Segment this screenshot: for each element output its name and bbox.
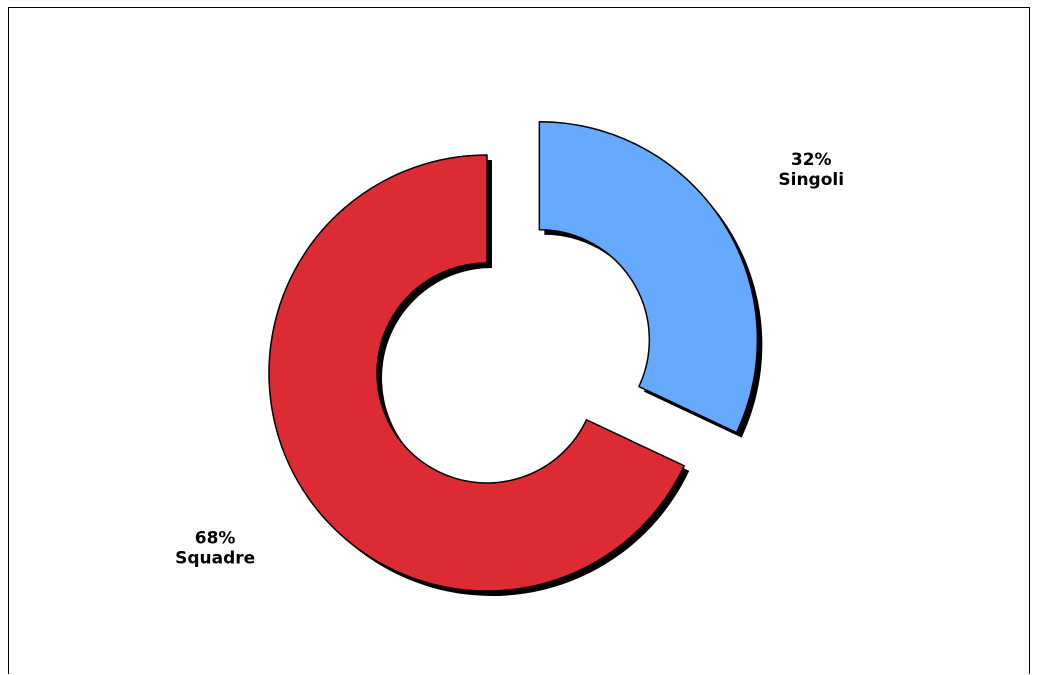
slice-label-squadre: 68% Squadre	[175, 529, 255, 569]
slice-percent-squadre: 68%	[195, 529, 236, 549]
slice-singoli	[539, 122, 757, 433]
slice-label-singoli: 32% Singoli	[778, 150, 844, 190]
donut-chart: 32% Singoli 68% Squadre	[9, 8, 1031, 675]
slices	[269, 122, 757, 591]
chart-frame: 32% Singoli 68% Squadre	[8, 7, 1030, 674]
slice-name-squadre: Squadre	[175, 549, 255, 569]
slice-percent-singoli: 32%	[791, 150, 832, 170]
slice-name-singoli: Singoli	[778, 170, 844, 190]
